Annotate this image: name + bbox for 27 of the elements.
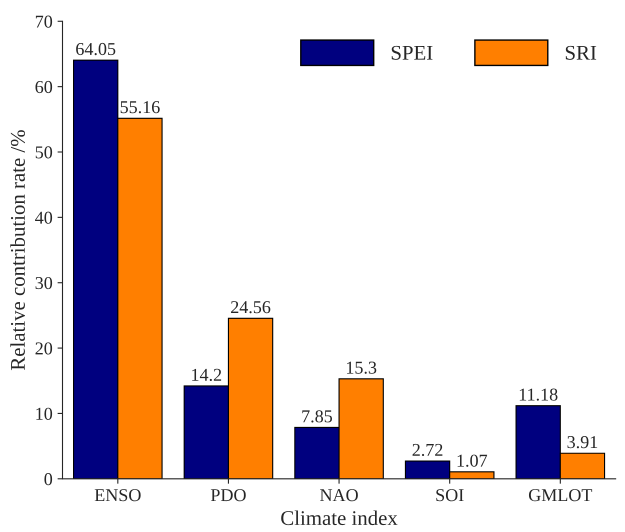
data-label: 3.91 (568, 436, 598, 448)
data-label: 14.2 (192, 368, 222, 382)
data-label: 15.3 (346, 362, 376, 374)
data-label: 64.05 (76, 42, 116, 56)
data-label: 7.85 (302, 410, 332, 423)
y-tick-label: 10 (36, 408, 52, 420)
x-axis-title: Climate index (281, 510, 398, 526)
y-axis-title: Relative contribution rate /% (10, 130, 26, 370)
y-tick-label: 50 (36, 146, 52, 158)
x-tick-label: SOI (436, 489, 464, 502)
x-tick-label: PDO (210, 489, 246, 502)
data-label: 2.72 (412, 444, 442, 456)
y-tick-label: 20 (36, 342, 52, 355)
data-label: 55.16 (120, 101, 160, 114)
y-tick-label: 40 (35, 212, 52, 224)
y-tick-label: 60 (36, 80, 52, 94)
x-tick-label: GMLOT (528, 489, 592, 502)
y-tick-label: 0 (44, 473, 52, 486)
x-tick-label: ENSO (94, 489, 141, 502)
data-label: 1.07 (458, 454, 488, 467)
data-label: 11.18 (520, 388, 558, 401)
y-tick-label: 70 (36, 16, 52, 28)
x-tick-label: NAO (320, 489, 358, 502)
data-label: 24.56 (231, 301, 270, 314)
legend-label: SRI (566, 46, 596, 60)
y-tick-label: 30 (36, 276, 52, 290)
legend-label: SPEI (392, 46, 432, 60)
